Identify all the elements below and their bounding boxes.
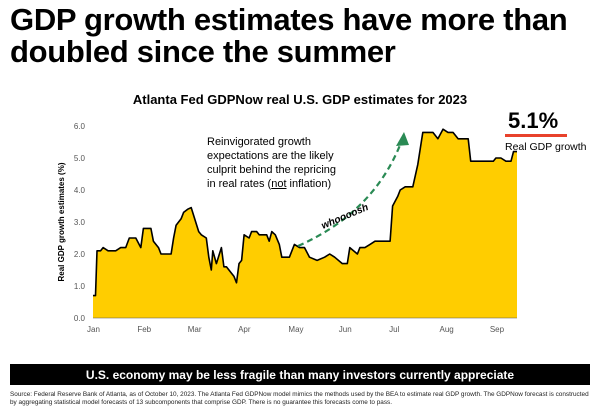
gdp-area-line [93,128,517,297]
whoosh-label: whoooosh [320,202,370,232]
headline: GDP growth estimates have more than doub… [10,4,590,68]
y-tick-label: 5.0 [74,154,86,163]
annotation-line-1: Reinvigorated growth [207,136,311,148]
annotation-line-3: culprit behind the repricing [207,164,337,176]
gdp-callout: 5.1% Real GDP growth [505,110,600,153]
callout-value: 5.1% [508,108,559,133]
headline-line-2: doubled since the summer [10,34,396,69]
x-tick-label: Mar [188,325,202,334]
annotation-line-4-pre: in real rates ( [207,178,272,190]
y-axis-label: Real GDP growth estimates (%) [57,162,66,281]
x-tick-label: Sep [490,325,505,334]
y-tick-label: 4.0 [74,186,86,195]
chart-title: Atlanta Fed GDPNow real U.S. GDP estimat… [132,92,468,107]
gdp-area-fill [93,129,517,318]
y-tick-label: 1.0 [74,282,86,291]
x-tick-label: Jul [389,325,399,334]
annotation-line-4: in real rates (not inflation) [207,177,392,191]
callout-red-rule [505,134,567,137]
x-tick-label: Jun [339,325,352,334]
whoosh-arrow [297,139,404,248]
x-tick-label: Jan [87,325,100,334]
x-tick-label: Feb [137,325,151,334]
annotation-not-underlined: not [271,178,287,190]
gdp-area-chart: 0.0 1.0 2.0 3.0 4.0 5.0 6.0 Jan Feb Mar Apr May Jun… [57,122,517,334]
chart-annotation: Reinvigorated growth expectations are th… [207,135,392,191]
x-tick-label: Apr [238,325,251,334]
source-footnote: Source: Federal Reserve Bank of Atlanta,… [10,391,589,406]
y-tick-label: 2.0 [74,250,86,259]
y-tick-label: 0.0 [74,314,86,323]
y-tick-label: 3.0 [74,218,86,227]
callout-label: Real GDP growth [505,141,587,153]
x-tick-label: Aug [439,325,453,334]
whoosh-arrowhead [396,132,409,146]
takeaway-banner: U.S. economy may be less fragile than ma… [10,364,590,385]
annotation-line-2: expectations are the likely [207,150,334,162]
x-tick-label: May [288,325,303,334]
headline-line-1: GDP growth estimates have more than [10,2,568,37]
y-tick-label: 6.0 [74,122,86,131]
annotation-line-4-post: inflation) [286,178,332,190]
